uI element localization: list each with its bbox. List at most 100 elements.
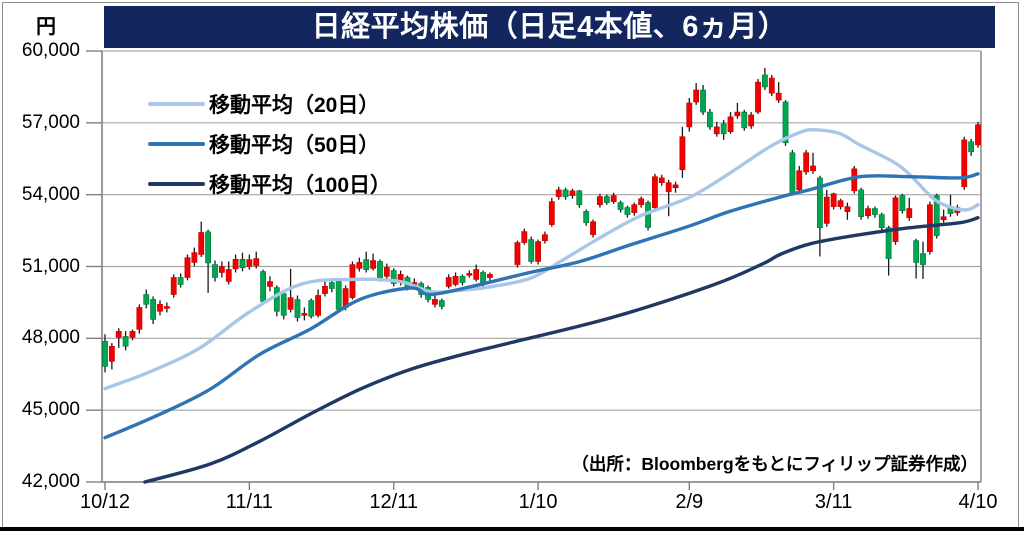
candle-body-up [473,269,480,280]
candle-body-down [363,259,370,270]
ma-line-20d [103,128,980,391]
candle-body-down [205,231,212,264]
x-axis-label: 3/11 [814,491,853,513]
legend-line-swatch [148,142,205,146]
candle-body-up [727,116,734,132]
candle-body-up [466,273,473,276]
candle-body-up [115,331,122,338]
candle-body-up [569,190,576,196]
y-axis-label: 51,000 [21,255,80,277]
candle-body-up [940,216,947,221]
candle-body-up [129,331,136,338]
candle-body-up [734,111,741,117]
candle-body-down [328,282,335,289]
y-axis-label: 42,000 [21,471,80,492]
candle-body-down [212,264,218,278]
source-note: （出所：Bloombergをもとにフィリップ証券作成） [571,454,978,474]
candle-body-up [514,242,521,265]
candle-body-up [232,259,239,270]
candle-body-up [906,208,913,218]
candle-body-down [239,259,246,268]
candle-body-down [390,270,397,284]
candle-body-down [782,101,789,144]
candle-body-down [899,195,906,212]
candle-body-up [253,258,260,266]
y-axis-label: 54,000 [21,183,80,205]
candle-body-up [652,176,658,208]
candle-body-up [638,198,645,206]
candle-body-down [913,240,920,263]
candle-body-down [280,293,287,316]
candle-body-up [383,267,390,277]
candle-body-up [597,196,603,206]
candle-body-up [679,136,686,171]
candle-body-up [246,259,253,267]
candle-body-down [528,239,535,262]
bottom-black-rule [0,527,1024,531]
candle-body-down [177,277,184,285]
candle-body-down [968,141,975,153]
candle-body-up [810,165,816,172]
candle-body-down [624,207,631,215]
chart-title-banner: 日経平均株価（日足4本値、6ヵ月） [104,6,995,48]
candle-body-down [459,276,466,283]
candle-body-down [885,227,892,259]
candle-body-down [273,287,280,312]
candle-body-up [844,206,851,212]
ma-line-50d [103,172,980,440]
x-axis-label: 11/11 [225,491,273,513]
candle-body-down [871,208,878,215]
candle-body-up [865,208,871,217]
candle-body-down [377,261,383,279]
candle-body-up [157,304,163,312]
x-axis-label: 2/9 [675,491,704,513]
candle-body-up [892,197,899,242]
candle-body-down [603,196,610,203]
candle-body-up [542,234,548,241]
candle-body-down [933,195,940,236]
candle-body-up [322,286,328,294]
legend-label: 移動平均（50日） [209,134,380,157]
x-axis-label: 1/10 [518,491,558,513]
candle-body-down [294,299,301,318]
candle-body-up [851,168,858,192]
candle-body-down [816,177,823,229]
legend: 移動平均（20日） 移動平均（50日） 移動平均（100日） [148,84,391,204]
candle-body-up [301,313,308,316]
candle-body-up [755,81,761,113]
candle-body-down [583,211,590,223]
candle-body-up [356,262,363,269]
candle-body-up [658,177,665,183]
y-axis-label: 57,000 [21,111,80,133]
candle-body-up [170,277,177,295]
candle-body-up [191,252,198,263]
candle-body-down [143,294,150,305]
candle-body-up [775,92,782,101]
candle-body-up [225,269,232,282]
candle-body-up [590,221,596,235]
candle-body-up [452,276,459,285]
candle-body-up [535,241,541,262]
chart-title: 日経平均株価（日足4本値、6ヵ月） [311,11,788,43]
candle-body-up [830,193,837,207]
candle-body-down [617,202,624,210]
candle-body-up [548,201,555,225]
y-axis-label: 60,000 [21,40,80,61]
candle-body-up [315,295,321,316]
candle-body-down [707,111,713,128]
candle-body-up [521,231,528,243]
candle-body-up [287,297,294,310]
candle-body-up [748,114,755,127]
candle-body-up [693,89,700,103]
candle-body-up [837,200,844,207]
candle-body-up [136,307,143,330]
legend-label: 移動平均（100日） [209,174,392,197]
candle-body-up [975,124,981,146]
candle-body-up [349,264,356,298]
candle-body-up [445,277,452,287]
candle-body-up [432,299,438,305]
candle-body-up [555,189,562,197]
candle-body-down [308,300,315,317]
candle-body-up [768,77,775,94]
